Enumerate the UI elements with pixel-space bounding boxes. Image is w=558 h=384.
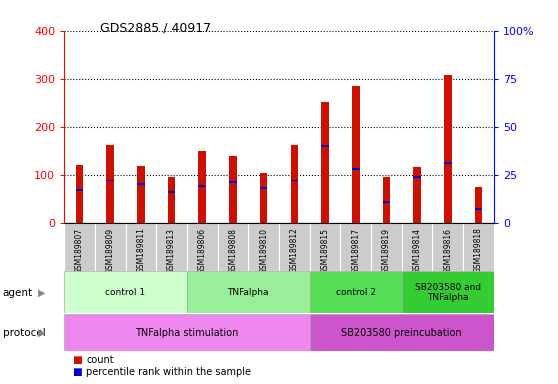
Bar	[310, 223, 340, 271]
Bar	[402, 223, 432, 271]
Bar	[229, 156, 237, 223]
Text: ▶: ▶	[38, 288, 45, 298]
Bar	[475, 187, 482, 223]
Bar	[76, 165, 83, 223]
Bar	[229, 182, 237, 184]
Text: GSM189818: GSM189818	[474, 227, 483, 273]
Text: control 1: control 1	[105, 288, 146, 297]
Bar	[371, 223, 402, 271]
Bar	[444, 162, 451, 164]
Bar	[199, 185, 206, 187]
Bar	[463, 223, 494, 271]
Bar	[107, 145, 114, 223]
Bar	[321, 145, 329, 147]
Text: TNFalpha: TNFalpha	[228, 288, 269, 297]
Bar	[187, 223, 218, 271]
Text: GSM189808: GSM189808	[228, 227, 238, 273]
Bar	[64, 223, 95, 271]
Text: protocol: protocol	[3, 328, 46, 338]
Bar	[340, 223, 371, 271]
Bar	[187, 271, 310, 313]
Text: GSM189809: GSM189809	[105, 227, 115, 274]
Text: GDS2885 / 40917: GDS2885 / 40917	[100, 21, 211, 34]
Text: GSM189813: GSM189813	[167, 227, 176, 273]
Bar	[126, 223, 156, 271]
Text: GSM189811: GSM189811	[136, 227, 146, 273]
Bar	[444, 75, 451, 223]
Bar	[168, 191, 175, 193]
Text: ■: ■	[73, 355, 82, 365]
Text: SB203580 preincubation: SB203580 preincubation	[341, 328, 462, 338]
Bar	[352, 168, 359, 170]
Bar	[76, 189, 83, 191]
Bar	[291, 145, 298, 223]
Bar	[248, 223, 279, 271]
Bar	[352, 86, 359, 223]
Bar	[218, 223, 248, 271]
Text: agent: agent	[3, 288, 33, 298]
Bar	[64, 314, 310, 351]
Bar	[402, 271, 494, 313]
Bar	[95, 223, 126, 271]
Text: GSM189814: GSM189814	[412, 227, 422, 273]
Text: GSM189816: GSM189816	[443, 227, 453, 273]
Bar	[310, 271, 402, 313]
Bar	[107, 180, 114, 182]
Bar	[413, 176, 421, 178]
Text: GSM189807: GSM189807	[75, 227, 84, 274]
Bar	[432, 223, 463, 271]
Bar	[137, 166, 145, 223]
Bar	[64, 271, 187, 313]
Text: GSM189817: GSM189817	[351, 227, 360, 273]
Text: SB203580 and
TNFalpha: SB203580 and TNFalpha	[415, 283, 481, 302]
Bar	[199, 151, 206, 223]
Bar	[310, 314, 494, 351]
Bar	[383, 177, 390, 223]
Bar	[137, 184, 145, 185]
Bar	[383, 201, 390, 203]
Bar	[413, 167, 421, 223]
Bar	[291, 180, 298, 182]
Bar	[168, 177, 175, 223]
Text: ▶: ▶	[38, 328, 45, 338]
Bar	[260, 173, 267, 223]
Text: GSM189810: GSM189810	[259, 227, 268, 273]
Text: GSM189806: GSM189806	[198, 227, 207, 274]
Text: ■: ■	[73, 367, 82, 377]
Bar	[260, 187, 267, 189]
Text: TNFalpha stimulation: TNFalpha stimulation	[135, 328, 239, 338]
Bar	[321, 102, 329, 223]
Text: GSM189815: GSM189815	[320, 227, 330, 273]
Text: GSM189812: GSM189812	[290, 227, 299, 273]
Bar	[279, 223, 310, 271]
Text: count: count	[86, 355, 114, 365]
Text: GSM189819: GSM189819	[382, 227, 391, 273]
Text: percentile rank within the sample: percentile rank within the sample	[86, 367, 252, 377]
Bar	[156, 223, 187, 271]
Bar	[475, 209, 482, 210]
Text: control 2: control 2	[336, 288, 376, 297]
